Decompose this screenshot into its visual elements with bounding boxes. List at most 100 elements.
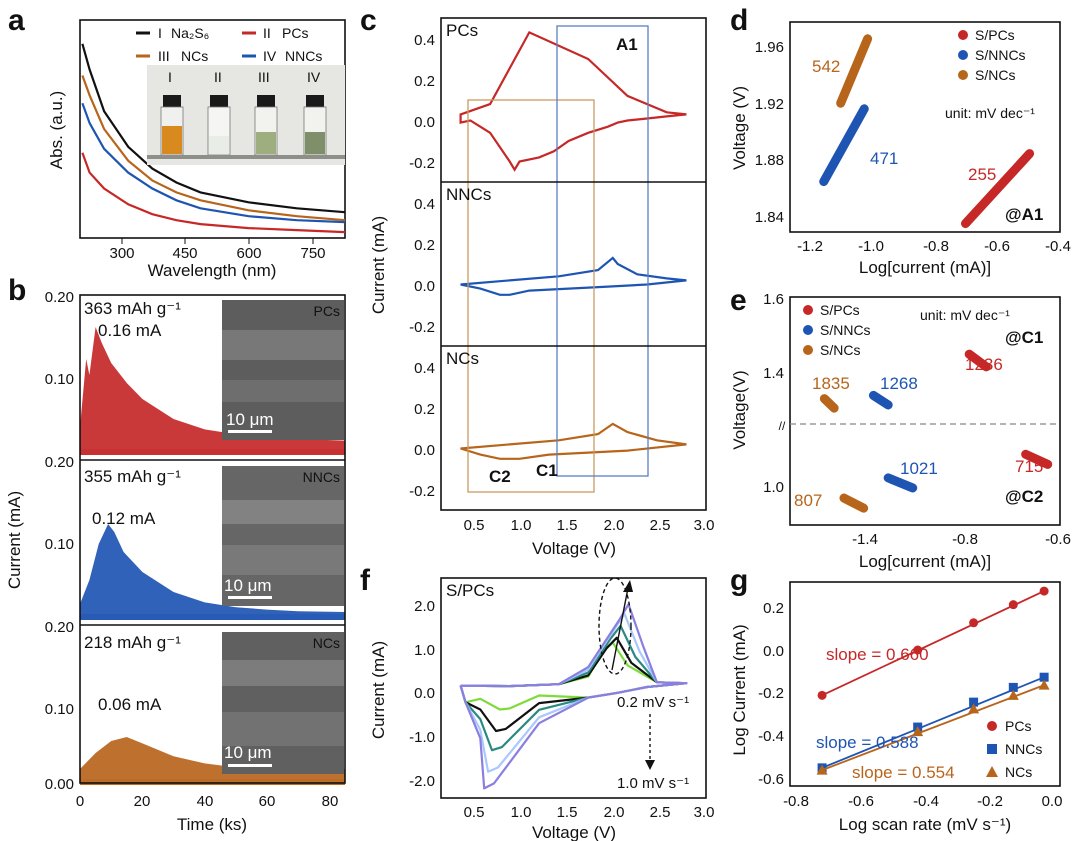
panel-c-ytick-00-mid: 0.0 (414, 278, 435, 295)
panel-c-xtick-25: 2.5 (650, 517, 671, 534)
panel-label-b: b (8, 274, 26, 307)
panel-a-xtick-450: 450 (172, 245, 197, 262)
panel-g: slope = 0.660 slope = 0.588 slope = 0.55… (730, 581, 1062, 834)
tafel-strip-e-4 (883, 473, 918, 493)
data-point-ncs-3 (1007, 689, 1019, 700)
rate-end-label: 1.0 mV s⁻¹ (617, 775, 689, 792)
vial-shelf (147, 155, 345, 159)
legend-label-s-ncs: S/NCs (975, 67, 1015, 83)
panel-f-xticks: 0.5 1.0 1.5 2.0 2.5 3.0 (464, 804, 715, 821)
panel-label-a: a (8, 4, 25, 37)
panel-c-ytick-04-mid: 0.4 (414, 196, 435, 213)
sem-scalebar-nncs: 10 μm (224, 576, 272, 595)
panel-b-xtick-80: 80 (322, 793, 339, 810)
legend-dot-g-pcs (987, 721, 997, 731)
panel-f-ytick-m10: -1.0 (409, 729, 435, 746)
panel-a-legend: I Na₂S₆ II PCs III NCs IV NNCs (136, 25, 322, 64)
panel-e-xtick-m08: -0.8 (952, 531, 978, 548)
legend-label-ncs: NCs (181, 48, 208, 64)
panel-b-ytick-010-bot: 0.10 (45, 701, 74, 718)
panel-c-ytick-04-top: 0.4 (414, 32, 435, 49)
panel-e: // S/PCs S/NNCs S/NCs unit: mV dec⁻¹ @C1… (730, 291, 1071, 571)
panel-a-lines (81, 43, 346, 234)
panel-c-ytick-m02-bot: -0.2 (409, 483, 435, 500)
panel-f-ytick-20: 2.0 (414, 598, 435, 615)
panel-e-legend: S/PCs S/NNCs S/NCs (803, 302, 871, 358)
slope-label-d-nncs: 471 (870, 149, 898, 168)
vial-iv (303, 95, 327, 156)
sem-tag-nncs: NNCs (303, 469, 340, 485)
panel-g-xticks: -0.8 -0.6 -0.4 -0.2 0.0 (783, 793, 1062, 810)
sem-scalebar-pcs: 10 μm (226, 410, 274, 429)
panel-e-tag-c1: @C1 (1005, 328, 1043, 347)
panel-e-yticks: 1.6 1.4 1.0 (763, 291, 784, 496)
panel-f-lines (459, 603, 688, 790)
panel-c-xtick-05: 0.5 (464, 517, 485, 534)
panel-d-ytick-196: 1.96 (755, 39, 784, 56)
panel-d-xlabel: Log[current (mA)] (859, 258, 991, 277)
peak-label-c2: C2 (489, 467, 511, 486)
tafel-strip-0 (961, 149, 1035, 229)
legend-dot-e-s-pcs (803, 305, 813, 315)
slope-label-e-807: 807 (794, 491, 822, 510)
panel-e-tag-c2: @C2 (1005, 487, 1043, 506)
panel-c-xtick-20: 2.0 (604, 517, 625, 534)
panel-f-ylabel: Current (mA) (369, 641, 388, 739)
vial-label-ii: II (214, 69, 222, 85)
anodic-peak-ellipse (598, 577, 632, 675)
panel-d-tag: @A1 (1005, 205, 1043, 224)
anodic-shift-arrowhead (623, 580, 633, 592)
panel-b-frame (79, 294, 346, 784)
legend-numeral-iii: III (158, 48, 170, 64)
panel-g-ylabel: Log Current (mA) (730, 624, 749, 755)
panel-f-xtick-25: 2.5 (650, 804, 671, 821)
panel-a-xtick-750: 750 (300, 245, 325, 262)
panel-d-ylabel: Voltage (V) (730, 86, 749, 170)
legend-numeral-ii: II (263, 25, 271, 41)
peak-current-pcs: 0.16 mA (98, 321, 162, 340)
tafel-strip-e-2 (819, 394, 839, 413)
peak-current-nncs: 0.12 mA (92, 509, 156, 528)
legend-label-g-nncs: NNCs (1005, 741, 1042, 757)
sem-inset-ncs: NCs 10 μm (222, 632, 344, 774)
panel-e-xticks: -1.4 -0.8 -0.6 (852, 531, 1071, 548)
legend-label-s-pcs: S/PCs (975, 27, 1015, 43)
slope-label-g-ncs: slope = 0.554 (852, 763, 955, 782)
slope-label-d-pcs: 255 (968, 165, 996, 184)
panel-c-xlabel: Voltage (V) (532, 539, 616, 558)
tafel-strip-2 (836, 34, 873, 108)
vial-label-i: I (168, 69, 172, 85)
panel-e-ytick-14: 1.4 (763, 365, 784, 382)
panel-b-yticks: 0.20 0.10 0.20 0.10 0.20 0.10 0.00 (45, 289, 74, 793)
panel-g-ytick-m02: -0.2 (758, 685, 784, 702)
panel-c-xtick-15: 1.5 (557, 517, 578, 534)
panel-a-xtick-600: 600 (236, 245, 261, 262)
panel-c-ytick-04-bot: 0.4 (414, 360, 435, 377)
slope-label-e-715: 715 (1015, 457, 1043, 476)
panel-g-legend: PCs NNCs NCs (986, 718, 1042, 780)
panel-d-ytick-184: 1.84 (755, 209, 784, 226)
panel-g-xlabel: Log scan rate (mV s⁻¹) (839, 815, 1011, 834)
panel-e-xtick-m06: -0.6 (1045, 531, 1071, 548)
cv-curve-nncs (460, 256, 687, 296)
panel-d-xtick-m04: -0.4 (1045, 238, 1071, 255)
fit-line-pcs (821, 590, 1045, 697)
panel-c-tag-ncs: NCs (446, 349, 479, 368)
data-point-pcs-4 (1039, 586, 1049, 596)
panel-e-ylabel: Voltage(V) (730, 370, 749, 449)
panel-d-legend: S/PCs S/NNCs S/NCs (958, 27, 1026, 83)
baseline-band-pcs (80, 449, 345, 455)
panel-b-xlabel: Time (ks) (177, 815, 247, 834)
sem-inset-pcs: PCs 10 μm (222, 300, 344, 440)
anodic-region-box (556, 25, 649, 477)
panel-b-ytick-020-mid: 0.20 (45, 454, 74, 471)
slope-label-e-1021: 1021 (900, 459, 938, 478)
legend-dot-e-s-ncs (803, 345, 813, 355)
panel-b-xtick-60: 60 (259, 793, 276, 810)
cv-rate-curve-3 (459, 612, 688, 773)
sem-scalebar-ncs: 10 μm (224, 743, 272, 762)
rate-arrowhead (645, 760, 655, 770)
data-point-ncs-1 (912, 726, 924, 737)
panel-b-ytick-010-top: 0.10 (45, 371, 74, 388)
panel-label-c: c (360, 4, 377, 37)
